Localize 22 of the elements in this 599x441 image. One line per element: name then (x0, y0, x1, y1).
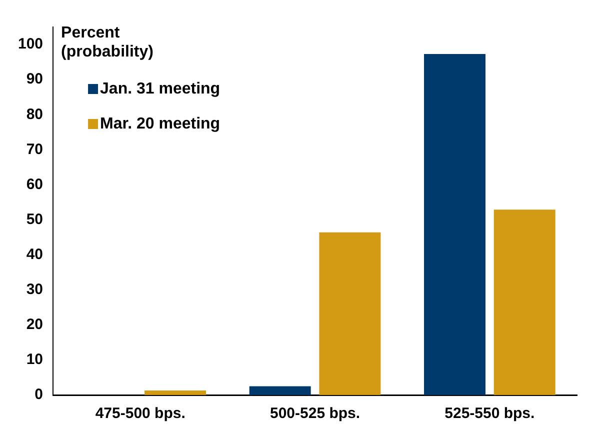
y-tick-label: 60 (26, 176, 44, 193)
bar (494, 210, 556, 395)
y-axis-title: Percent (probability) (61, 24, 154, 60)
legend-label: Mar. 20 meeting (100, 115, 220, 132)
x-tick-label: 475-500 bps. (95, 405, 186, 422)
bar (424, 54, 486, 395)
y-tick-label: 50 (26, 210, 44, 228)
y-tick-label: 100 (18, 36, 44, 53)
y-tick-label: 80 (26, 106, 44, 123)
y-tick-label: 70 (26, 140, 44, 158)
bar (319, 232, 381, 395)
y-tick-label: 10 (26, 351, 44, 368)
y-tick-label: 40 (26, 246, 44, 263)
y-tick-label: 0 (34, 386, 44, 404)
x-tick-label: 525-550 bps. (444, 405, 535, 422)
bar (144, 390, 206, 395)
y-tick-label: 90 (26, 70, 44, 88)
bar (249, 386, 311, 395)
legend-label: Jan. 31 meeting (100, 80, 220, 98)
y-tick-label: 30 (26, 281, 44, 298)
x-tick-label: 500-525 bps. (270, 405, 360, 422)
y-tick-label: 20 (26, 316, 44, 334)
